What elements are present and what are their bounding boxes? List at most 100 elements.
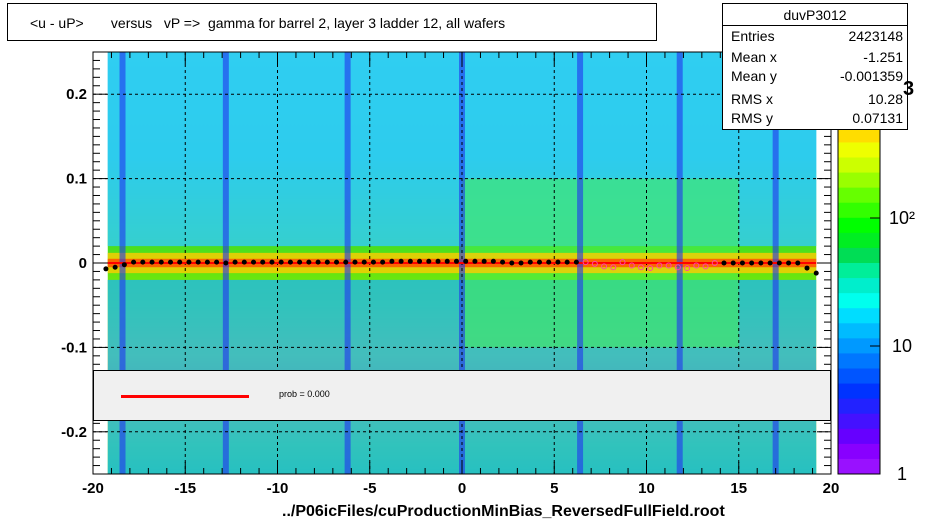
profile-point [767, 260, 773, 266]
profile-point [389, 258, 395, 264]
z-scale-band [838, 263, 880, 279]
profile-point [260, 259, 266, 265]
stats-box: duvP3012 Entries 2423148 Mean x -1.251 Mea… [722, 3, 908, 130]
z-scale-band [838, 187, 880, 204]
profile-point [730, 260, 736, 266]
profile-point [149, 259, 155, 265]
stats-row-entries: Entries 2423148 [731, 28, 903, 48]
profile-point [214, 259, 220, 265]
z-scale-band [838, 398, 880, 415]
z-tick-label: 10 [892, 336, 912, 356]
profile-point [536, 259, 542, 265]
profile-point [417, 258, 423, 264]
z-scale-band [838, 247, 880, 264]
profile-point [758, 260, 764, 266]
profile-point [527, 259, 533, 265]
profile-point [573, 259, 579, 265]
profile-point [500, 259, 506, 265]
profile-point-hollow [693, 262, 700, 269]
stats-value: 10.28 [867, 91, 903, 107]
stats-name: duvP3012 [723, 4, 907, 26]
profile-point [776, 260, 782, 266]
profile-point [352, 259, 358, 265]
profile-point [315, 259, 321, 265]
title-box: <u - uP> versus vP => gamma for barrel 2… [7, 3, 657, 41]
profile-point [251, 259, 257, 265]
profile-point-hollow [637, 264, 644, 271]
profile-point [269, 259, 275, 265]
profile-point-hollow [711, 260, 718, 266]
fit-legend: prob = 0.000 [93, 370, 831, 421]
profile-point [518, 260, 524, 266]
profile-point [232, 259, 238, 265]
z-scale-band [838, 353, 880, 369]
profile-point-hollow [674, 264, 681, 271]
z-scale-band [838, 323, 880, 339]
stats-row-mean-y: Mean y -0.001359 [731, 68, 903, 88]
z-scale-band [838, 383, 880, 400]
profile-point-hollow [582, 259, 589, 266]
z-scale-band [838, 443, 880, 460]
profile-point [204, 259, 210, 265]
stats-label: Mean y [731, 68, 777, 84]
profile-point [324, 259, 330, 265]
fit-legend-line [121, 395, 249, 398]
profile-point-hollow [656, 262, 663, 269]
profile-point [435, 258, 441, 264]
y-tick-label: 0 [79, 255, 87, 272]
profile-point [804, 265, 810, 271]
profile-point [158, 259, 164, 265]
x-tick-label: -10 [267, 480, 289, 497]
profile-point [370, 259, 376, 265]
profile-point-hollow [610, 264, 617, 271]
stats-value: 0.07131 [852, 110, 903, 126]
profile-point-hollow [647, 265, 654, 272]
profile-point [749, 260, 755, 266]
y-tick-label: 0.1 [66, 171, 87, 188]
profile-point [407, 258, 413, 264]
z-scale-band [838, 142, 880, 158]
z-scale-band [838, 127, 880, 143]
profile-point [795, 260, 801, 266]
z-scale-band [838, 338, 880, 354]
profile-point [241, 259, 247, 265]
profile-point [112, 264, 118, 270]
y-tick-label: -0.2 [61, 424, 87, 441]
profile-point [453, 258, 459, 264]
x-tick-label: -15 [174, 480, 196, 497]
profile-point-hollow [591, 260, 598, 267]
profile-point [463, 258, 469, 264]
profile-point [223, 260, 229, 266]
profile-point [509, 260, 515, 266]
profile-point-hollow [702, 263, 709, 270]
fit-legend-label: prob = 0.000 [279, 389, 330, 399]
profile-point [121, 262, 127, 268]
profile-point [361, 259, 367, 265]
x-tick-label: 20 [823, 480, 840, 497]
z-scale-band [838, 293, 880, 309]
z-scale-band [838, 428, 880, 445]
profile-point [278, 259, 284, 265]
profile-point [131, 259, 137, 265]
y-tick-label: -0.1 [61, 339, 87, 356]
profile-point [490, 258, 496, 264]
profile-point [739, 260, 745, 266]
profile-point [306, 259, 312, 265]
z-scale-band [838, 172, 880, 189]
stats-row-rms-y: RMS y 0.07131 [731, 110, 903, 130]
stats-label: RMS y [731, 110, 773, 126]
z-exponent-label: 3 [903, 78, 915, 100]
profile-point [481, 258, 487, 264]
chart-title: <u - uP> versus vP => gamma for barrel 2… [30, 15, 506, 31]
profile-point [140, 259, 146, 265]
profile-point [786, 260, 792, 266]
z-scale-band [838, 368, 880, 385]
profile-point [195, 259, 201, 265]
profile-point [721, 260, 727, 266]
z-scale-band [838, 308, 880, 324]
profile-point [472, 258, 478, 264]
x-tick-label: 10 [638, 480, 655, 497]
x-tick-label: -20 [82, 480, 104, 497]
